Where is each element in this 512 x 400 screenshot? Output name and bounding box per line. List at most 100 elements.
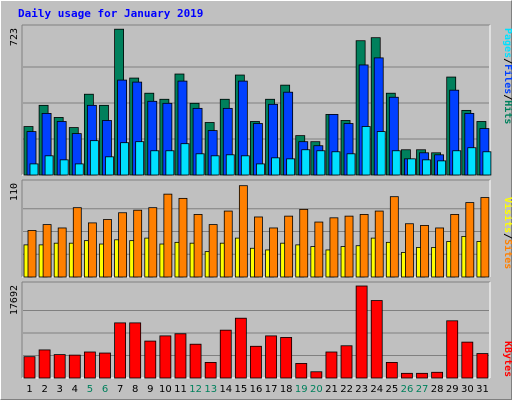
bar-visits	[359, 214, 369, 278]
panel-hits-files-pages: 723	[9, 24, 492, 176]
bar-visits	[420, 225, 429, 278]
bar-kbytes	[431, 371, 444, 379]
bar-kbytes	[401, 372, 413, 379]
bar-pages	[89, 140, 99, 176]
x-tick-label: 14	[219, 384, 232, 395]
x-tick-label: 19	[295, 384, 308, 395]
x-tick-label: 6	[102, 384, 108, 395]
bar-visits	[269, 227, 278, 278]
x-tick-label: 11	[174, 384, 187, 395]
x-tick-label: 5	[87, 384, 93, 395]
bar-pages	[376, 131, 386, 176]
bar-visits	[389, 196, 399, 278]
x-tick-label: 7	[117, 384, 123, 395]
bar-kbytes	[295, 363, 308, 379]
panel-kbytes: 17692	[9, 281, 491, 379]
bar-visits	[42, 224, 52, 278]
legend-kbytes: KBytes	[502, 341, 512, 377]
legend-item: Pages	[502, 28, 512, 58]
bar-kbytes	[189, 343, 202, 379]
x-tick-label: 12	[189, 384, 202, 395]
bar-pages	[407, 158, 416, 176]
x-tick-label: 27	[416, 384, 429, 395]
x-tick-label: 30	[461, 384, 474, 395]
legend-separator: /	[502, 94, 512, 100]
bar-visits	[163, 193, 173, 278]
bar-visits	[27, 230, 37, 278]
bar-pages	[482, 151, 492, 176]
bar-pages	[301, 149, 311, 176]
bar-visits	[57, 227, 67, 278]
bar-pages	[452, 150, 462, 176]
bar-pages	[346, 153, 356, 176]
bar-kbytes	[144, 340, 157, 379]
bar-kbytes	[385, 361, 398, 379]
x-tick-label: 3	[57, 384, 63, 395]
x-tick-label: 1	[26, 384, 32, 395]
bar-visits	[435, 227, 445, 278]
bar-pages	[467, 147, 477, 176]
bar-kbytes	[340, 345, 353, 379]
x-tick-label: 25	[386, 384, 399, 395]
bar-visits	[405, 223, 414, 278]
bar-kbytes	[416, 372, 428, 379]
legend-hits-files-pages: Pages/Files/Hits	[502, 28, 512, 124]
x-tick-label: 4	[72, 384, 78, 395]
bar-visits	[314, 221, 324, 278]
bar-kbytes	[159, 335, 172, 379]
bar-visits	[178, 197, 188, 278]
bar-kbytes	[265, 335, 277, 379]
bar-pages	[29, 163, 39, 176]
x-tick-label: 21	[325, 384, 338, 395]
bar-visits	[118, 212, 127, 278]
bar-visits	[299, 208, 309, 278]
bar-kbytes	[219, 329, 232, 379]
y-max-label: 17692	[9, 285, 20, 315]
bar-pages	[316, 150, 326, 176]
bar-pages	[437, 160, 447, 176]
bar-visits	[87, 222, 97, 278]
bar-visits	[284, 215, 294, 278]
legend-item: Files	[502, 64, 512, 94]
bar-kbytes	[370, 300, 383, 379]
bar-pages	[286, 158, 296, 176]
legend-item: Visits	[502, 197, 512, 233]
bar-visits	[193, 214, 203, 278]
x-tick-label: 26	[401, 384, 414, 395]
bar-visits	[329, 217, 339, 278]
bar-visits	[72, 207, 82, 278]
x-tick-label: 15	[235, 384, 248, 395]
panel-visits-sites: 110	[9, 179, 491, 278]
bar-visits	[223, 210, 233, 278]
x-tick-label: 20	[310, 384, 323, 395]
bar-kbytes	[68, 354, 81, 379]
bar-visits	[133, 209, 143, 278]
bar-pages	[180, 143, 190, 176]
x-tick-label: 2	[41, 384, 47, 395]
bar-kbytes	[446, 320, 459, 379]
bar-visits	[465, 202, 475, 278]
bar-kbytes	[174, 333, 187, 379]
bar-pages	[135, 141, 145, 176]
bar-kbytes	[280, 337, 293, 379]
bar-kbytes	[310, 371, 323, 379]
bar-visits	[344, 215, 354, 278]
bar-pages	[165, 150, 175, 176]
bar-kbytes	[114, 322, 126, 379]
bar-pages	[74, 163, 84, 176]
bar-pages	[195, 153, 205, 176]
bar-pages	[256, 163, 265, 176]
x-tick-label: 17	[265, 384, 278, 395]
bar-kbytes	[38, 349, 51, 379]
x-tick-label: 13	[204, 384, 217, 395]
bar-pages	[361, 126, 371, 176]
bar-kbytes	[23, 356, 36, 379]
x-axis-day-labels: 1 2 3 4 5 6 7 8 9 10 11 12 13 14 15 16 17 18 19 20 21 22 23 24 2…	[26, 384, 488, 395]
bar-pages	[120, 142, 129, 176]
bar-pages	[331, 151, 341, 176]
bar-pages	[59, 159, 69, 176]
legend-separator: /	[502, 58, 512, 64]
x-tick-label: 10	[159, 384, 172, 395]
x-tick-label: 31	[476, 384, 489, 395]
